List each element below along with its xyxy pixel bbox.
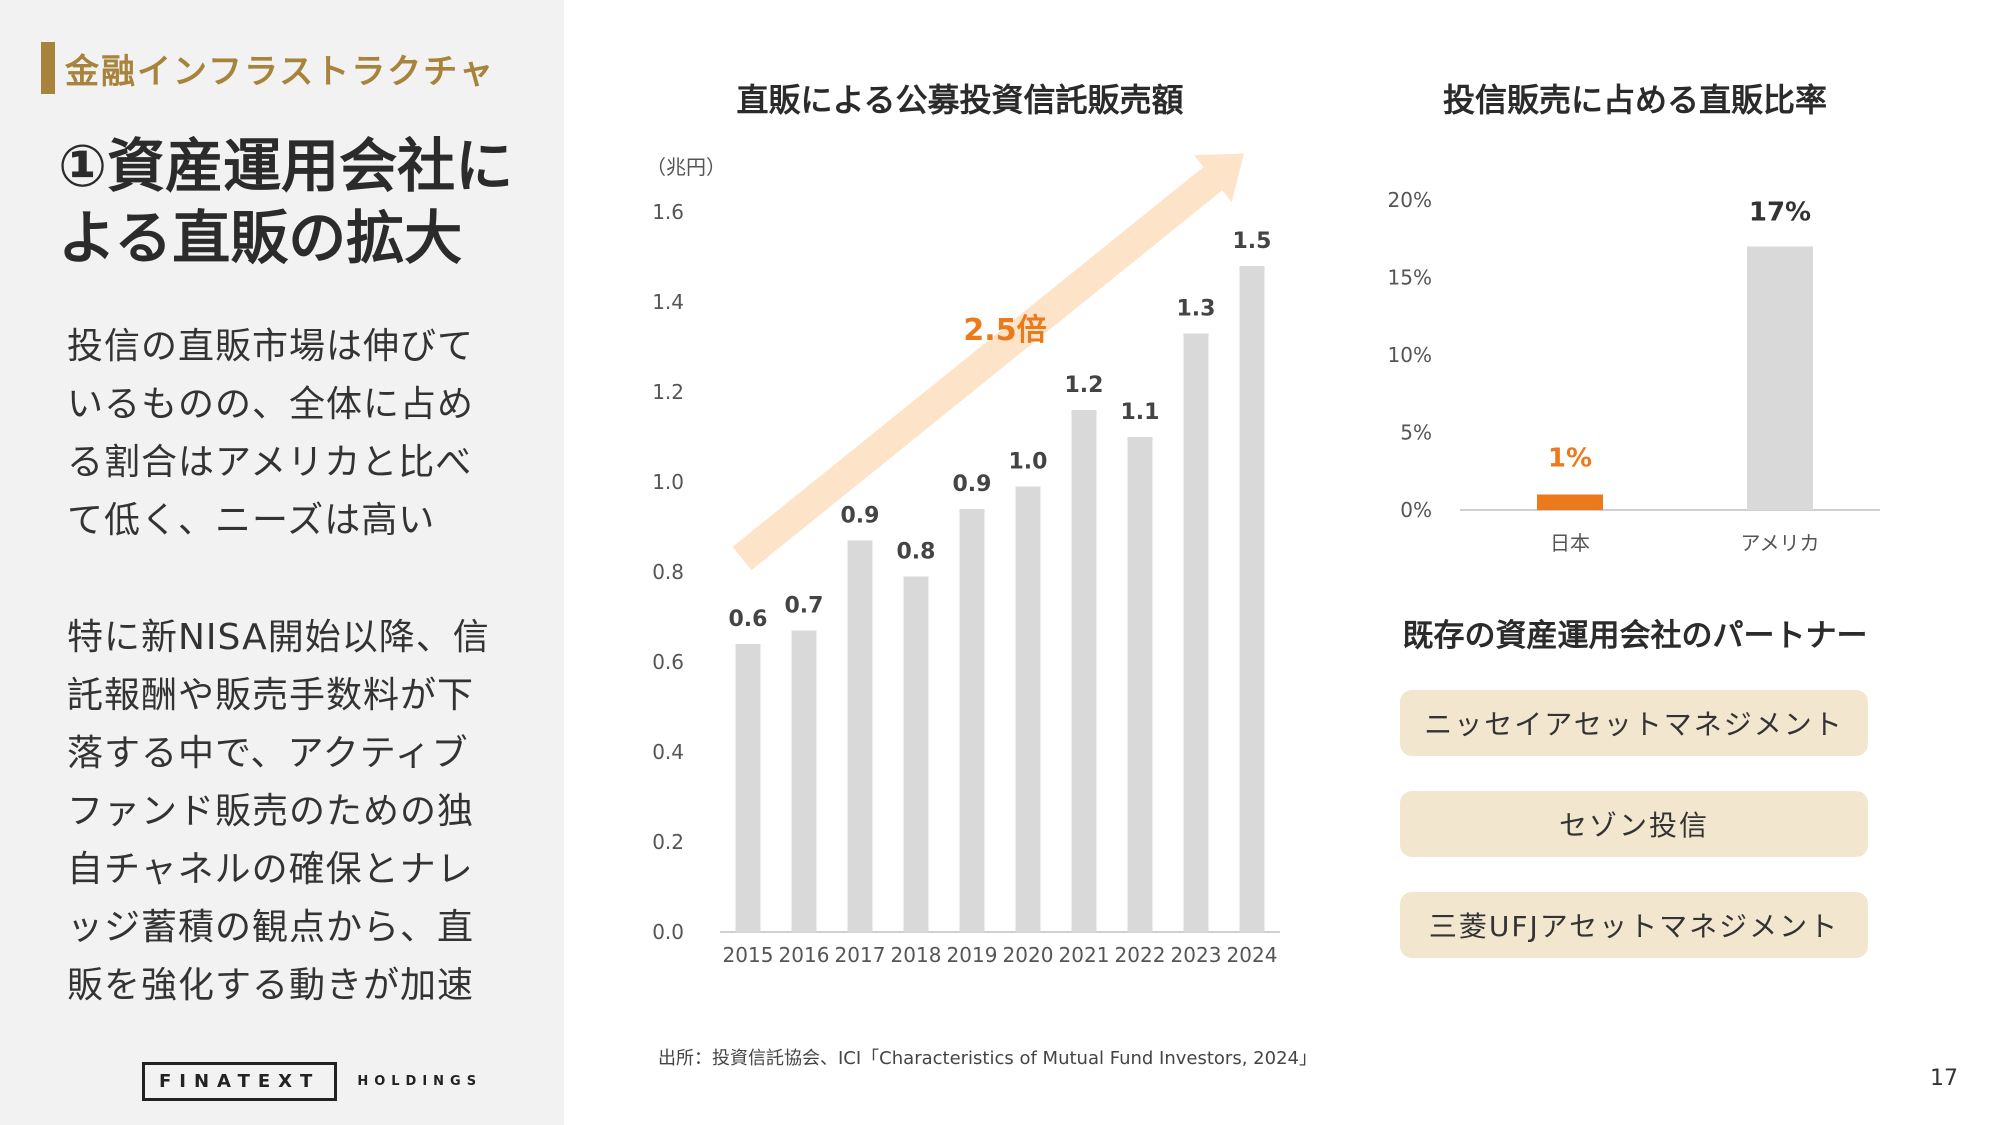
- x-tick-label: 2017: [835, 943, 886, 967]
- section-tag: 金融インフラストラクチャ: [41, 42, 495, 94]
- data-label-2024: 1.5: [1233, 229, 1272, 254]
- y-tick-label: 1.0: [652, 470, 684, 494]
- section-label: 金融インフラストラクチャ: [65, 51, 495, 92]
- section-accent-bar: [41, 42, 55, 94]
- y-tick-label: 0.0: [652, 920, 684, 944]
- bar-2018: [903, 576, 929, 932]
- y-tick-label: 20%: [1388, 188, 1432, 212]
- left-panel: [0, 0, 564, 1125]
- x-tick-label: 2024: [1227, 943, 1278, 967]
- y-tick-label: 0.8: [652, 560, 684, 584]
- bar-2024: [1239, 266, 1265, 932]
- ratio-chart-title: 投信販売に占める直販比率: [1442, 81, 1827, 119]
- sales-bar-chart: （兆円） 0.0 0.2 0.4 0.6 0.8 1.0 1.2 1.4 1.6 0.6 2015 0.…: [646, 153, 1280, 967]
- y-tick-label: 1.2: [652, 380, 684, 404]
- y-tick-label: 0%: [1400, 498, 1432, 522]
- x-tick-label: 2016: [779, 943, 830, 967]
- data-label-アメリカ: 17%: [1749, 198, 1811, 228]
- bar-2023: [1183, 333, 1209, 932]
- y-tick-label: 1.4: [652, 290, 684, 314]
- x-tick-label: アメリカ: [1741, 531, 1820, 555]
- data-label-2016: 0.7: [785, 594, 824, 619]
- x-tick-label: 2018: [891, 943, 942, 967]
- bar-2020: [1015, 486, 1041, 932]
- partner-item: セゾン投信: [1400, 791, 1868, 857]
- y-tick-label: 0.2: [652, 830, 684, 854]
- body-paragraph-1: 投信の直販市場は伸びて いるものの、全体に占め る割合はアメリカと比べ て低く、…: [67, 326, 475, 541]
- data-label-2022: 1.1: [1121, 400, 1160, 425]
- bar-日本: [1537, 494, 1603, 510]
- y-tick-label: 5%: [1400, 421, 1432, 445]
- company-logo: FINATEXT HOLDINGS: [142, 1062, 482, 1101]
- data-label-2015: 0.6: [729, 607, 768, 632]
- data-label-2018: 0.8: [897, 540, 936, 565]
- y-tick-label: 0.6: [652, 650, 684, 674]
- bar-2017: [847, 540, 873, 932]
- y-axis-unit-label: （兆円）: [646, 155, 726, 179]
- x-tick-label: 2023: [1171, 943, 1222, 967]
- body-paragraph-2: 特に新NISA開始以降、信 託報酬や販売手数料が下 落する中で、アクティブ ファ…: [67, 617, 490, 1006]
- x-tick-label: 2015: [723, 943, 774, 967]
- bar-2021: [1071, 410, 1097, 932]
- data-label-日本: 1%: [1548, 444, 1592, 474]
- y-tick-label: 15%: [1388, 266, 1432, 290]
- data-label-2019: 0.9: [953, 472, 992, 497]
- y-tick-label: 0.4: [652, 740, 684, 764]
- bar-2015: [735, 644, 761, 932]
- growth-arrow: [732, 153, 1244, 571]
- ratio-bar-chart: 0% 5% 10% 15% 20% 1% 日本 17% アメリカ: [1388, 188, 1880, 555]
- logo-sub: HOLDINGS: [357, 1074, 483, 1089]
- page-title: ①資産運用会社による直販の拡大: [58, 132, 514, 272]
- partner-item: 三菱UFJアセットマネジメント: [1400, 892, 1868, 958]
- page-number: 17: [1930, 1066, 1958, 1091]
- partners-title: 既存の資産運用会社のパートナー: [1402, 618, 1868, 654]
- x-tick-label: 日本: [1550, 531, 1590, 555]
- x-tick-label: 2022: [1115, 943, 1166, 967]
- partner-item: ニッセイアセットマネジメント: [1400, 690, 1868, 756]
- source-note: 出所：投資信託協会、ICI「Characteristics of Mutual …: [658, 1048, 1317, 1069]
- bar-chart-title: 直販による公募投資信託販売額: [736, 81, 1184, 119]
- data-label-2023: 1.3: [1177, 297, 1216, 322]
- y-tick-label: 1.6: [652, 200, 684, 224]
- x-tick-label: 2019: [947, 943, 998, 967]
- bar-アメリカ: [1747, 246, 1813, 510]
- logo-main: FINATEXT: [142, 1062, 338, 1101]
- x-tick-label: 2020: [1003, 943, 1054, 967]
- data-label-2021: 1.2: [1065, 373, 1104, 398]
- x-tick-label: 2021: [1059, 943, 1110, 967]
- data-label-2020: 1.0: [1009, 450, 1048, 475]
- bar-2019: [959, 509, 985, 932]
- data-label-2017: 0.9: [841, 504, 880, 529]
- y-tick-label: 10%: [1388, 343, 1432, 367]
- bar-2022: [1127, 437, 1153, 932]
- growth-label: 2.5倍: [963, 313, 1046, 348]
- bar-2016: [791, 630, 817, 932]
